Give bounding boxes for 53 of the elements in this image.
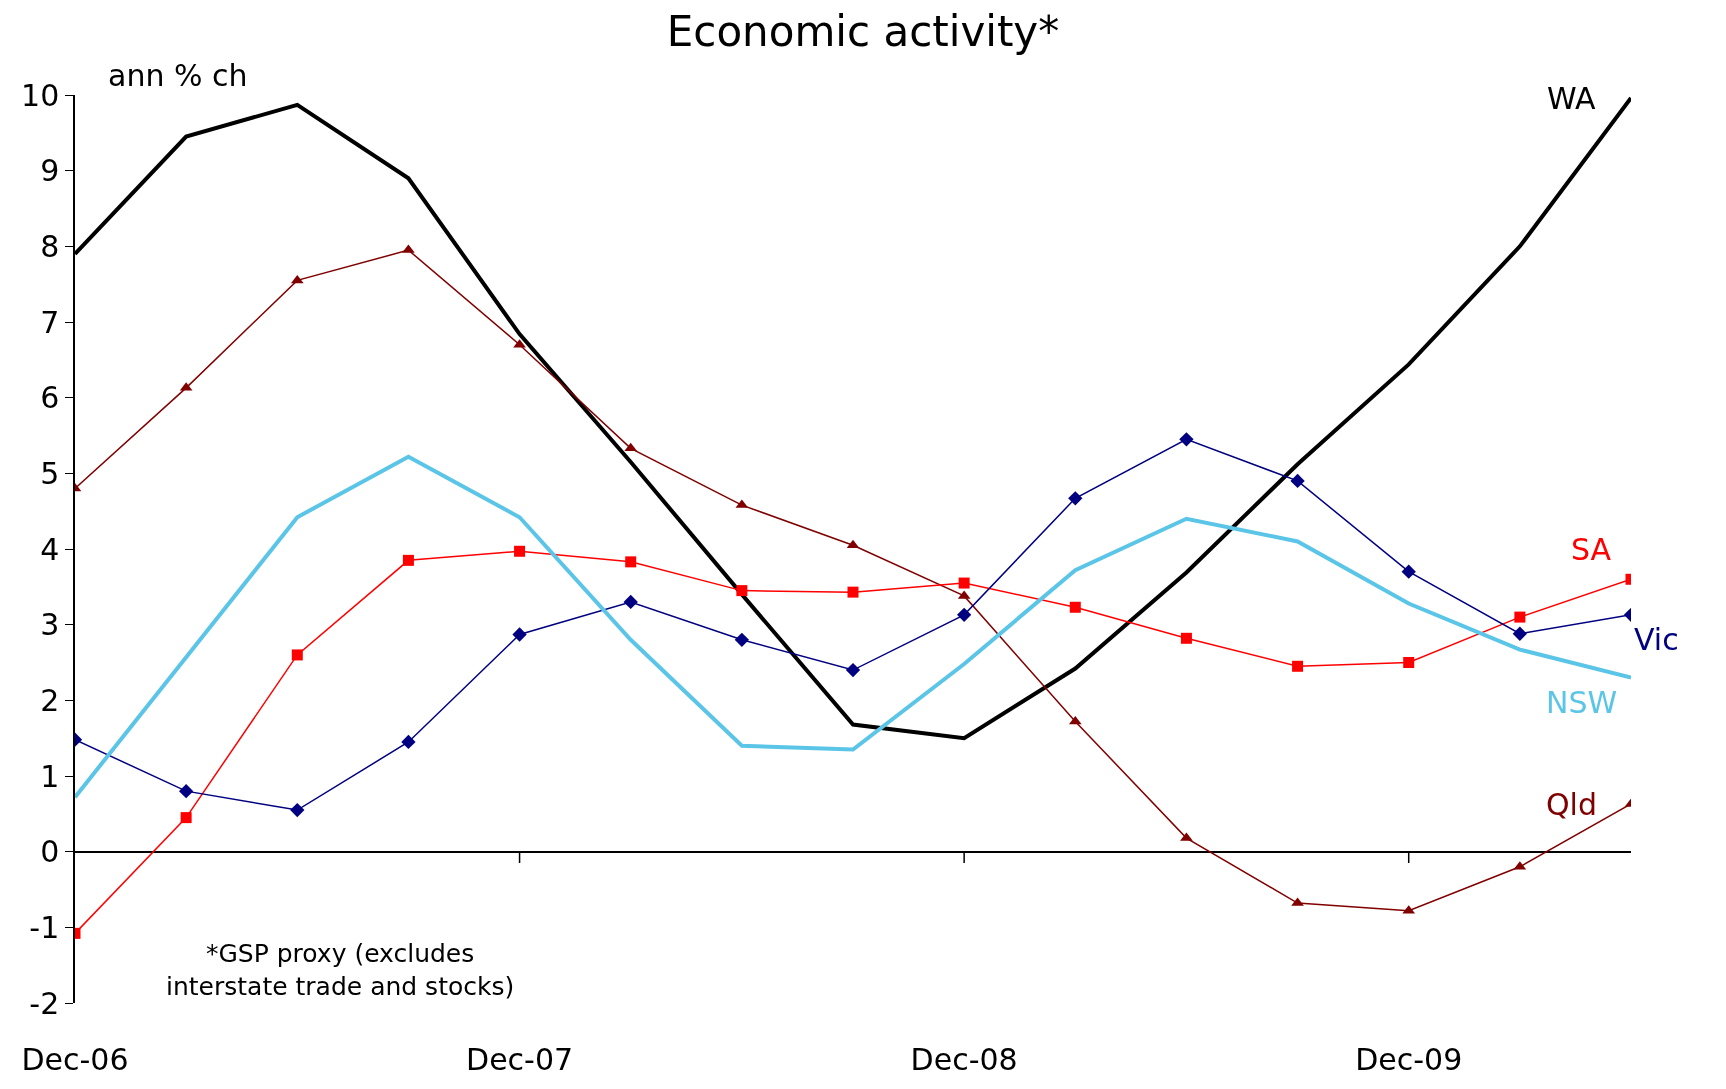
y-tick-label: -2	[29, 985, 60, 1021]
annotation: *GSP proxy (excludes interstate trade and stocks)	[166, 939, 515, 1001]
point	[847, 586, 859, 598]
y-tick-label: 3	[40, 607, 60, 643]
y-tick-label: 2	[40, 682, 60, 718]
point	[623, 594, 638, 610]
point	[178, 783, 194, 799]
y-tick-label: 5	[40, 455, 60, 491]
y-tick-label: 7	[40, 304, 60, 340]
series-label: WA	[1547, 81, 1597, 116]
y-tick-label: 4	[40, 531, 60, 567]
series-label: SA	[1571, 532, 1612, 567]
point	[1403, 657, 1415, 668]
point	[845, 662, 861, 678]
x-tick-label: Dec-07	[466, 1042, 574, 1077]
series-label: Vic	[1634, 622, 1679, 657]
point	[1068, 491, 1083, 506]
point	[734, 632, 750, 647]
point	[290, 274, 304, 284]
point	[624, 442, 638, 452]
point	[1179, 432, 1194, 447]
point	[514, 545, 526, 557]
point	[625, 556, 637, 568]
x-tick-label: Dec-08	[910, 1042, 1018, 1077]
y-tick-label: -1	[29, 909, 60, 945]
x-tick-label: Dec-06	[21, 1042, 129, 1077]
series-label: NSW	[1546, 685, 1618, 720]
point	[1514, 611, 1526, 623]
y-axis-title: ann % ch	[108, 58, 248, 93]
point	[958, 577, 970, 589]
x-tick-label: Dec-09	[1355, 1042, 1463, 1077]
y-tick-label: 10	[21, 77, 60, 113]
y-tick-label: 8	[40, 228, 60, 264]
point	[401, 734, 416, 750]
point	[402, 554, 414, 566]
chart-title: Economic activity*	[666, 6, 1060, 56]
point	[1290, 473, 1305, 489]
point	[180, 812, 192, 824]
series-label: Qld	[1546, 787, 1597, 822]
point	[512, 627, 527, 642]
point	[1401, 564, 1416, 579]
y-tick-label: 1	[40, 758, 60, 794]
point	[1512, 626, 1528, 641]
point	[291, 649, 303, 661]
point	[1069, 601, 1081, 613]
point	[290, 802, 305, 818]
point	[956, 607, 972, 622]
point	[1292, 660, 1304, 672]
y-tick-label: 0	[40, 834, 60, 870]
y-tick-label: 9	[40, 153, 60, 189]
point	[736, 585, 748, 597]
y-tick-label: 6	[40, 380, 60, 416]
point	[1180, 632, 1192, 644]
